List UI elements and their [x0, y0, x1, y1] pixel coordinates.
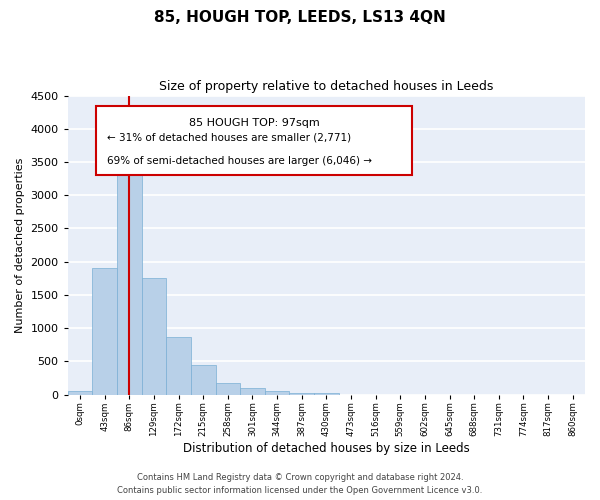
Title: Size of property relative to detached houses in Leeds: Size of property relative to detached ho…: [159, 80, 494, 93]
Bar: [314, 392, 338, 394]
Bar: [68, 392, 92, 394]
Bar: [142, 278, 166, 394]
Bar: [215, 383, 240, 394]
Text: 85, HOUGH TOP, LEEDS, LS13 4QN: 85, HOUGH TOP, LEEDS, LS13 4QN: [154, 10, 446, 25]
Bar: [191, 364, 215, 394]
Bar: [289, 392, 314, 394]
Text: Contains HM Land Registry data © Crown copyright and database right 2024.
Contai: Contains HM Land Registry data © Crown c…: [118, 474, 482, 495]
Text: 85 HOUGH TOP: 97sqm: 85 HOUGH TOP: 97sqm: [188, 118, 319, 128]
Bar: [240, 388, 265, 394]
Bar: [265, 392, 289, 394]
Y-axis label: Number of detached properties: Number of detached properties: [15, 158, 25, 333]
FancyBboxPatch shape: [96, 106, 412, 175]
Bar: [92, 268, 117, 394]
Text: 69% of semi-detached houses are larger (6,046) →: 69% of semi-detached houses are larger (…: [107, 156, 371, 166]
Bar: [117, 162, 142, 394]
Text: ← 31% of detached houses are smaller (2,771): ← 31% of detached houses are smaller (2,…: [107, 132, 350, 142]
X-axis label: Distribution of detached houses by size in Leeds: Distribution of detached houses by size …: [183, 442, 470, 455]
Bar: [166, 337, 191, 394]
